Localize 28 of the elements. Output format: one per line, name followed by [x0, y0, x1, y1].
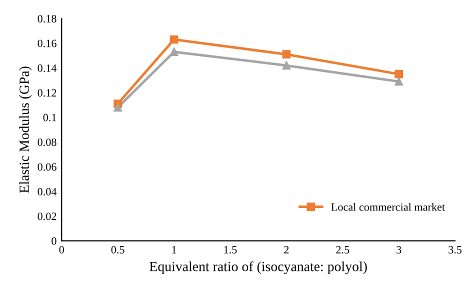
point [282, 50, 291, 59]
point [170, 35, 178, 44]
y-tick-label: 0.16 [38, 40, 56, 48]
x-tick-label: 3.5 [448, 246, 462, 254]
x-tick-label: 2 [284, 246, 289, 254]
y-tick-label: 0.1 [43, 114, 56, 122]
x-tick-label: 0 [59, 246, 64, 254]
y-tick-label: 0.06 [38, 163, 56, 171]
point [394, 77, 404, 86]
point [114, 103, 122, 112]
x-axis-title: Equivalent ratio of (isocyanate: polyol) [150, 261, 367, 274]
point [170, 48, 178, 56]
legend-label: Local commercial market [331, 202, 445, 211]
x-tick-label: 2.5 [336, 246, 350, 254]
y-axis-title: Elastic Modulus (GPa) [19, 66, 32, 193]
point [282, 61, 291, 70]
x-tick-label: 1 [172, 246, 176, 254]
y-tick-label: 0.14 [38, 64, 57, 72]
y-tick-label: 0.18 [38, 14, 56, 23]
y-tick-label: 0 [52, 237, 56, 245]
x-tick-label: 0.5 [111, 246, 124, 254]
y-tick-label: 0.04 [38, 188, 57, 196]
x-tick-label: 3 [396, 246, 402, 254]
point [394, 70, 404, 78]
y-tick-label: 0.08 [38, 138, 56, 146]
y-tick-label: 0.12 [38, 89, 56, 97]
x-tick-label: 1.5 [224, 246, 237, 254]
y-tick-label: 0.02 [38, 212, 56, 220]
